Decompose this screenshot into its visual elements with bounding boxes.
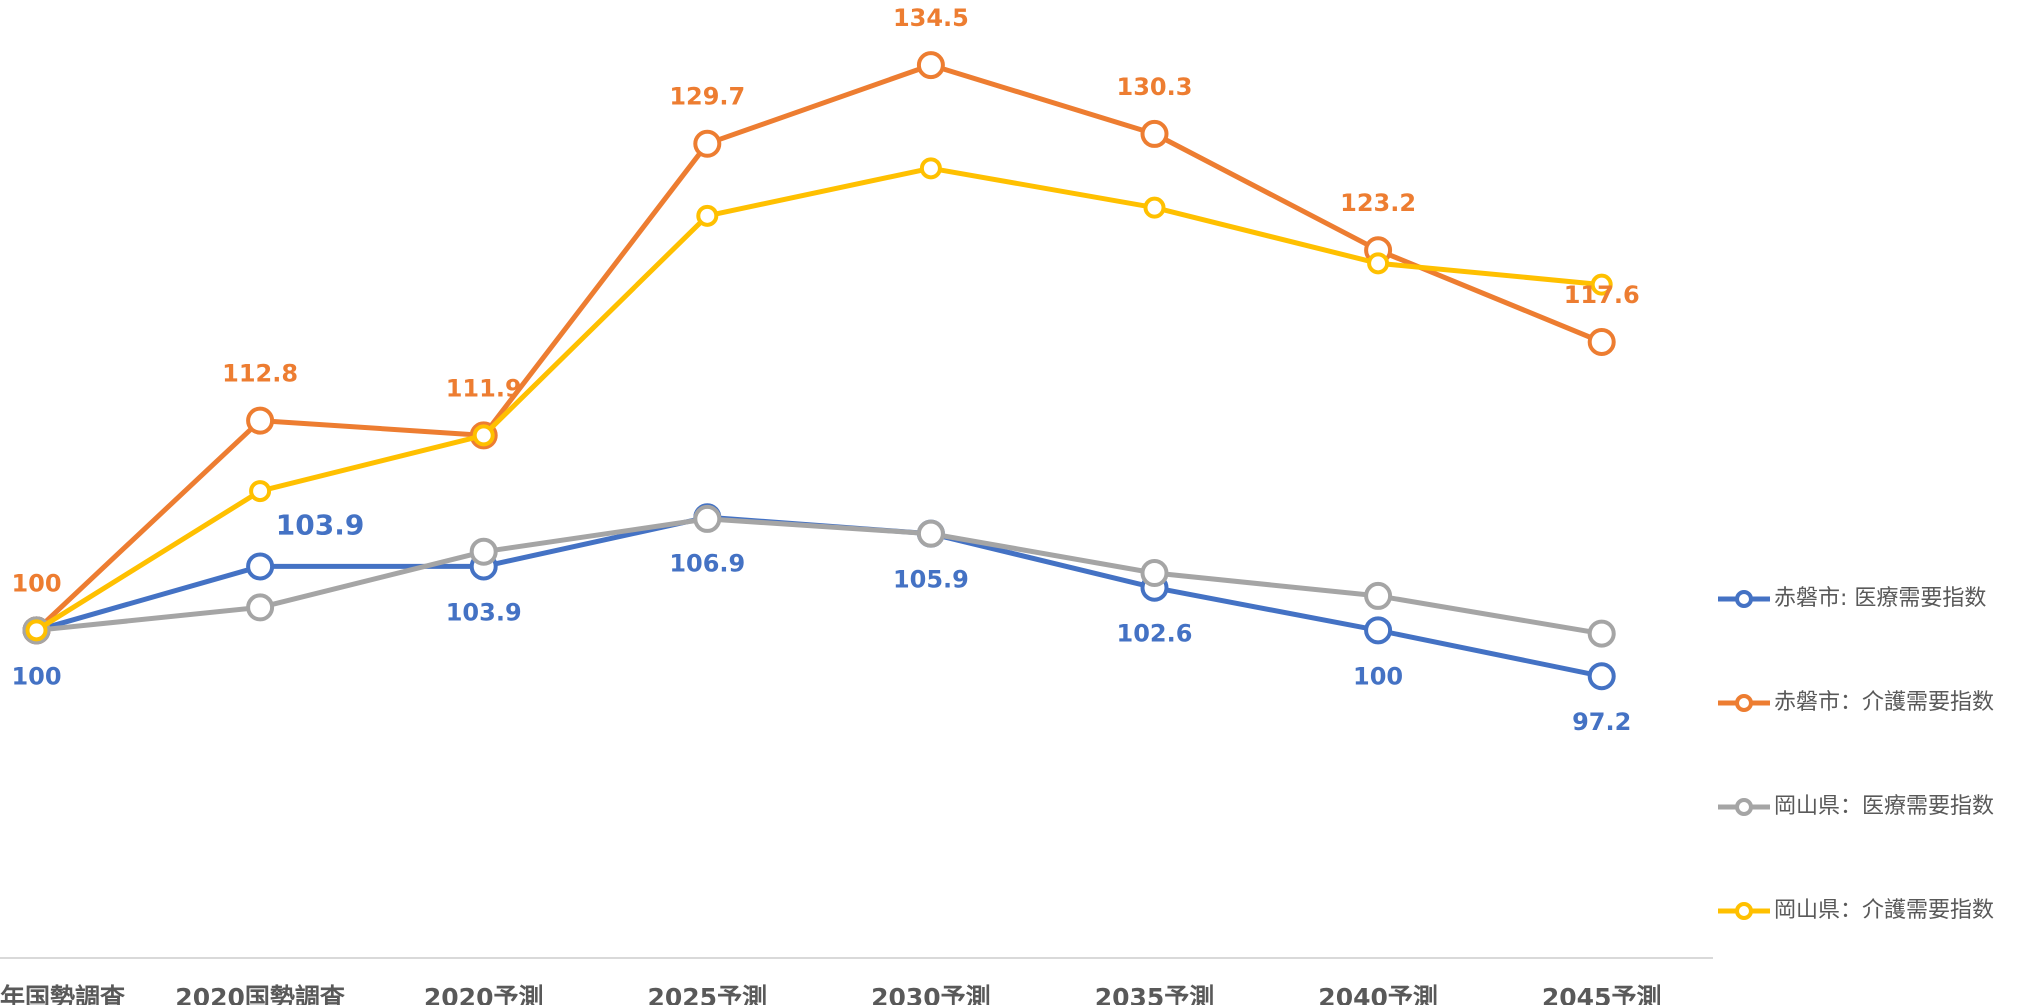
data-label: 97.2 [1572, 708, 1631, 736]
data-point [1587, 619, 1616, 648]
x-tick-label: 2045予測 [1542, 983, 1662, 1005]
x-tick-label: 2035予測 [1095, 983, 1215, 1005]
data-label: 100 [11, 662, 61, 690]
data-label: 111.9 [446, 374, 522, 402]
data-label: 103.9 [446, 598, 522, 626]
data-point [1143, 196, 1166, 219]
data-point [919, 157, 942, 180]
data-point [1590, 273, 1613, 296]
data-point [916, 51, 945, 80]
data-point [1587, 327, 1616, 356]
data-point [916, 519, 945, 548]
legend-marker [1735, 798, 1753, 816]
data-point [693, 129, 722, 158]
data-label: 130.3 [1117, 73, 1193, 101]
data-point [1140, 119, 1169, 148]
data-label: 105.9 [893, 566, 969, 594]
data-label: 129.7 [669, 83, 745, 111]
x-tick-label: 2025予測 [648, 983, 768, 1005]
data-point [1367, 252, 1390, 275]
data-point [472, 424, 495, 447]
data-point [246, 593, 275, 622]
data-point [1140, 558, 1169, 587]
x-tick-label: 2030予測 [871, 983, 991, 1005]
data-point [1364, 616, 1393, 645]
data-label: 100 [11, 569, 61, 597]
data-label: 102.6 [1117, 620, 1193, 648]
x-tick-label: 2020国勢調査 [175, 983, 345, 1005]
x-tick-label: 2040予測 [1318, 983, 1438, 1005]
x-tick-label: 年国勢調査 [0, 983, 125, 1005]
series-line [35, 165, 1602, 633]
data-label: 106.9 [669, 549, 745, 577]
data-point [693, 504, 722, 533]
data-label: 134.5 [893, 4, 969, 32]
data-point [25, 619, 48, 642]
data-point [1587, 662, 1616, 691]
legend-marker [1735, 902, 1753, 920]
data-point [249, 480, 272, 503]
series-line [36, 516, 1603, 637]
data-label: 100 [1353, 662, 1403, 690]
x-tick-label: 2020予測 [424, 983, 544, 1005]
data-label: 117.6 [1564, 281, 1640, 309]
data-point [469, 537, 498, 566]
data-label: 123.2 [1340, 189, 1416, 217]
legend-marker [1735, 590, 1753, 608]
data-point [1364, 581, 1393, 610]
legend-label: 岡山県：医療需要指数 [1774, 794, 1994, 819]
legend-marker [1735, 694, 1753, 712]
data-point [246, 406, 275, 435]
legend-label: 赤磐市: 医療需要指数 [1774, 586, 1986, 611]
data-label: 103.9 [276, 508, 365, 541]
series-line [34, 62, 1603, 633]
data-label: 112.8 [222, 360, 298, 388]
data-point [246, 552, 275, 581]
data-point [696, 204, 719, 227]
legend-label: 赤磐市：介護需要指数 [1774, 690, 1994, 715]
legend-label: 岡山県：介護需要指数 [1774, 898, 1994, 923]
